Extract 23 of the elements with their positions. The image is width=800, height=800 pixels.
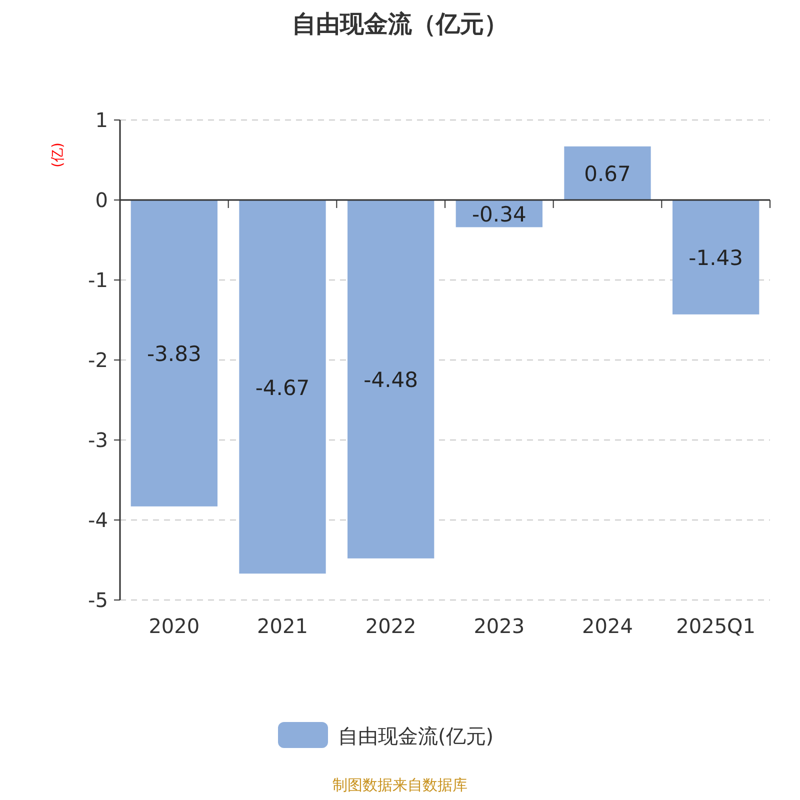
data-label: -1.43	[688, 246, 744, 270]
y-tick-label: -5	[88, 588, 108, 612]
y-tick-label: -3	[88, 428, 108, 452]
y-tick-label: -1	[88, 268, 108, 292]
x-tick-label: 2020	[148, 614, 200, 638]
data-label: -3.83	[146, 342, 202, 366]
y-tick-label: -4	[88, 508, 108, 532]
y-tick-label: 0	[95, 188, 108, 212]
x-tick-label: 2022	[365, 614, 416, 638]
chart-title: 自由现金流（亿元）	[292, 10, 508, 38]
x-tick-label: 2025Q1	[676, 614, 756, 638]
data-label: -4.48	[364, 368, 418, 392]
y-axis-title: (亿)	[50, 142, 66, 168]
x-tick-label: 2021	[257, 614, 308, 638]
y-tick-label: -2	[88, 348, 108, 372]
data-label: 0.67	[584, 162, 631, 186]
x-tick-label: 2023	[474, 614, 525, 638]
data-label: -0.34	[472, 202, 526, 227]
y-tick-label: 1	[95, 108, 108, 132]
x-tick-label: 2024	[582, 614, 633, 638]
legend-label: 自由现金流(亿元)	[338, 724, 494, 748]
text: 制图数据来自数据库	[332, 776, 468, 794]
data-label: -4.67	[255, 376, 310, 400]
